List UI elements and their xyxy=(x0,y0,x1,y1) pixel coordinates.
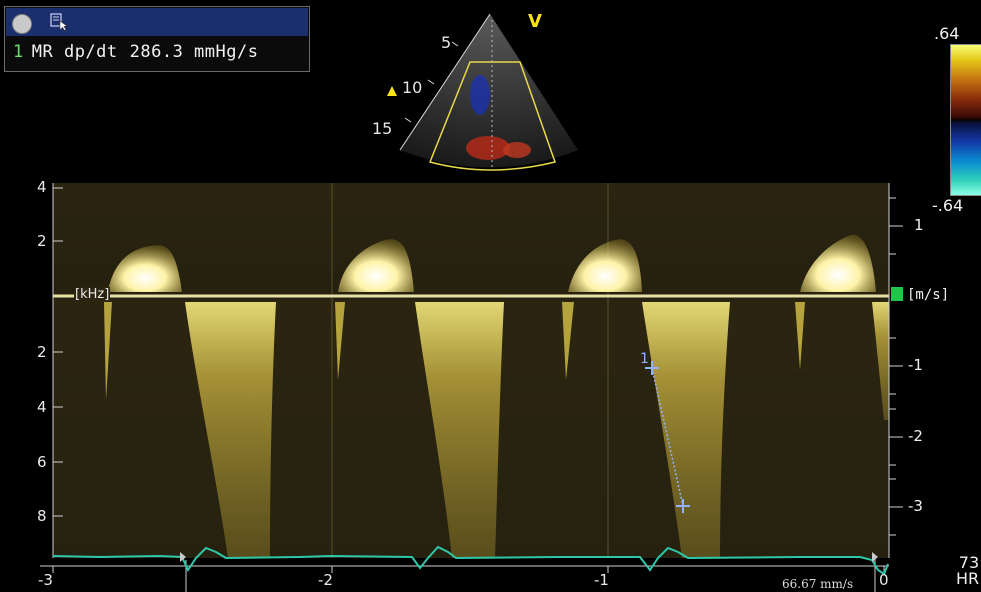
measurement-label: MR dp/dt xyxy=(31,42,118,62)
sweep-speed: 66.67 mm/s xyxy=(782,577,854,591)
dpdt-caliper[interactable] xyxy=(645,361,690,513)
measurement-panel: 1 MR dp/dt 286.3 mmHg/s xyxy=(4,6,310,72)
left-axis xyxy=(52,183,63,558)
color-scale-min: -.64 xyxy=(932,196,964,215)
depth-label-10: 10 xyxy=(402,78,423,97)
color-scale-max: .64 xyxy=(934,24,960,43)
ecg-trace xyxy=(52,545,889,576)
heart-rate-unit: HR xyxy=(956,569,980,588)
heart-rate-value: 73 xyxy=(958,553,980,572)
measurement-index: 1 xyxy=(13,42,24,62)
time-tick-0: 0 xyxy=(879,571,889,589)
depth-label-15: 15 xyxy=(372,119,393,138)
left-axis-unit: [kHz] xyxy=(74,287,111,302)
baseline-handle[interactable] xyxy=(891,287,903,301)
caliper-point-start[interactable] xyxy=(645,361,659,375)
time-tick-neg3: -3 xyxy=(38,571,53,589)
cursor-select-icon[interactable] xyxy=(50,13,68,31)
right-axis xyxy=(888,183,903,558)
left-tick-2-below: 2 xyxy=(37,343,47,361)
left-tick-8-below: 8 xyxy=(37,507,47,525)
time-axis xyxy=(40,555,889,592)
sector-image xyxy=(399,13,578,171)
right-axis-unit: [m/s] xyxy=(907,287,950,303)
left-tick-2-above: 2 xyxy=(37,232,47,250)
time-tick-neg1: -1 xyxy=(594,571,609,589)
measurement-row: 1 MR dp/dt 286.3 mmHg/s xyxy=(13,42,258,62)
triangle-marker-icon[interactable] xyxy=(387,86,397,96)
mr-jet-envelopes xyxy=(185,302,889,558)
caliper-point-end[interactable] xyxy=(676,499,690,513)
forward-flow-envelopes xyxy=(108,234,876,292)
color-scale-bar xyxy=(950,44,981,196)
measurement-value: 286.3 mmHg/s xyxy=(129,42,259,62)
right-tick-neg1: -1 xyxy=(908,356,923,374)
time-tick-neg2: -2 xyxy=(318,571,333,589)
left-tick-4-below: 4 xyxy=(37,398,47,416)
caliper-label: 1 xyxy=(640,351,649,367)
record-circle-icon[interactable] xyxy=(12,14,32,34)
measurement-toolbar xyxy=(6,8,308,36)
orientation-marker: V xyxy=(528,11,542,32)
left-tick-4-above: 4 xyxy=(37,178,47,196)
depth-label-5: 5 xyxy=(441,33,452,52)
heart-rate: 73 HR xyxy=(956,555,979,587)
right-tick-neg3: -3 xyxy=(908,497,923,515)
left-tick-6-below: 6 xyxy=(37,453,47,471)
right-tick-1: 1 xyxy=(914,216,924,234)
right-tick-neg2: -2 xyxy=(908,427,923,445)
